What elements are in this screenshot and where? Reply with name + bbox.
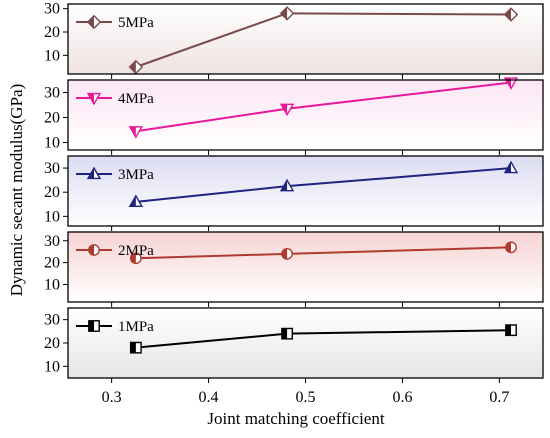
y-tick-label: 10: [44, 135, 60, 152]
y-tick-label: 10: [44, 358, 60, 375]
legend-2MPa: 2MPa: [76, 243, 154, 259]
panel-3MPa: 10 20 30 3MPa: [44, 155, 544, 231]
data-point: [279, 6, 295, 21]
data-point: [503, 7, 519, 22]
panel-frame: [67, 307, 544, 379]
panel-1MPa: 10 20 30 1MPa: [44, 307, 544, 383]
data-point: [129, 252, 142, 265]
panel-4MPa: 10 20 30 4MPa: [44, 77, 544, 155]
y-tick-label: 20: [44, 255, 60, 272]
data-point: [281, 247, 293, 260]
legend-label: 1MPa: [118, 319, 154, 335]
y-axis-label: Dynamic secant modulus(GPa): [7, 84, 26, 296]
y-tick-label: 10: [44, 47, 60, 64]
legend-marker: [86, 14, 102, 30]
y-tick-label: 30: [44, 160, 60, 177]
legend-marker: [86, 92, 102, 106]
x-tick-label: 0.4: [199, 389, 219, 406]
data-point: [128, 126, 144, 139]
legend-3MPa: 3MPa: [76, 166, 154, 183]
x-tick-label: 0.3: [102, 389, 122, 406]
panel-frame: [67, 3, 544, 75]
y-tick-label: 10: [44, 277, 60, 294]
data-point: [503, 160, 519, 174]
data-point: [129, 341, 142, 354]
panel-2MPa: 10 20 30 2MPa: [44, 231, 544, 307]
x-tick-label: 0.7: [489, 389, 509, 406]
legend-label: 4MPa: [118, 91, 154, 107]
data-point: [128, 59, 144, 75]
y-tick-label: 30: [44, 1, 60, 18]
legend-1MPa: 1MPa: [76, 319, 154, 335]
panel-frame: [67, 155, 544, 227]
legend-marker: [86, 166, 102, 180]
legend-label: 3MPa: [118, 167, 154, 183]
legend-5MPa: 5MPa: [76, 14, 154, 31]
data-point: [279, 103, 295, 117]
panel-frame: [67, 231, 544, 303]
panel-background: [68, 80, 543, 150]
y-tick-label: 30: [44, 85, 60, 102]
panel-background: [68, 308, 543, 378]
data-point: [281, 327, 293, 340]
y-tick-label: 20: [44, 110, 60, 127]
legend-marker: [88, 320, 100, 332]
data-point: [505, 324, 517, 337]
y-tick-label: 30: [44, 312, 60, 329]
y-tick-label: 10: [44, 208, 60, 225]
legend-marker: [88, 244, 100, 256]
y-tick-label: 20: [44, 24, 60, 41]
legend-label: 2MPa: [118, 243, 154, 259]
panel-frame: [67, 79, 544, 151]
panel-background: [68, 156, 543, 226]
y-tick-label: 30: [44, 233, 60, 250]
y-tick-label: 20: [44, 184, 60, 201]
x-tick-label: 0.5: [296, 389, 316, 406]
legend-4MPa: 4MPa: [76, 91, 154, 107]
data-point: [128, 194, 144, 208]
data-point: [279, 178, 295, 192]
x-axis-label: Joint matching coefficient: [207, 409, 384, 428]
data-point: [505, 241, 517, 254]
y-tick-label: 20: [44, 335, 60, 352]
panel-background: [68, 232, 543, 302]
x-tick-label: 0.6: [392, 389, 412, 406]
panel-5MPa: 10 20 30 5MPa: [44, 1, 544, 79]
legend-label: 5MPa: [118, 15, 154, 31]
